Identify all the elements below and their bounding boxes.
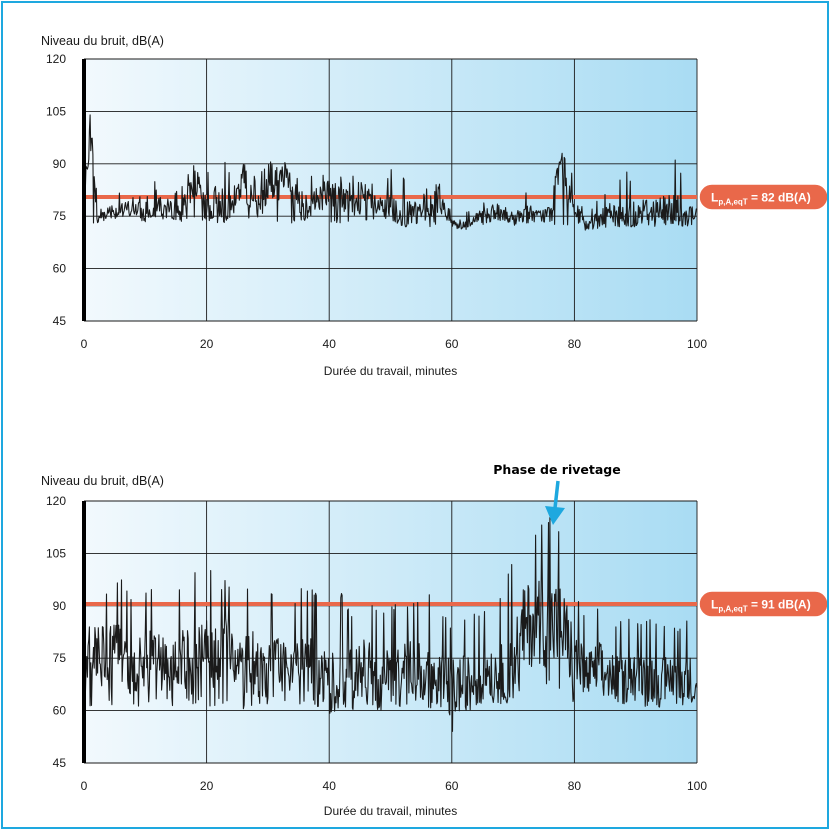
chart-2: 120 105 90 75 60 45 0 20 40 60 80 100 Niveau du brui… — [41, 462, 828, 818]
y-tick-label: 120 — [46, 52, 66, 66]
x-tick-label: 0 — [81, 337, 88, 351]
y-tick-label: 120 — [46, 494, 66, 508]
y-tick-label: 75 — [53, 209, 67, 223]
x-tick-label: 40 — [323, 337, 337, 351]
plot-background — [84, 501, 697, 763]
y-tick-label: 45 — [53, 756, 67, 770]
x-axis-label: Durée du travail, minutes — [324, 804, 457, 818]
leq-badge: Lp,A,eqT = 82 dB(A) — [699, 184, 828, 210]
leq-badge: Lp,A,eqT = 91 dB(A) — [699, 591, 828, 617]
annotation-riveting-phase: Phase de rivetage — [493, 462, 620, 477]
x-tick-label: 20 — [200, 337, 214, 351]
y-tick-label: 75 — [53, 651, 67, 665]
chart-1: 120 105 90 75 60 45 0 20 40 60 80 100 Niveau du brui… — [41, 34, 828, 378]
y-tick-label: 90 — [53, 157, 67, 171]
x-tick-label: 100 — [687, 337, 707, 351]
x-tick-label: 40 — [323, 779, 337, 793]
x-axis-label: Durée du travail, minutes — [324, 364, 457, 378]
x-tick-label: 80 — [568, 779, 582, 793]
y-axis-label: Niveau du bruit, dB(A) — [41, 34, 164, 48]
x-tick-label: 60 — [445, 779, 459, 793]
y-tick-label: 60 — [53, 262, 67, 276]
y-tick-label: 45 — [53, 314, 67, 328]
y-axis-label: Niveau du bruit, dB(A) — [41, 474, 164, 488]
x-tick-label: 100 — [687, 779, 707, 793]
noise-charts: 120 105 90 75 60 45 0 20 40 60 80 100 Niveau du brui… — [3, 3, 829, 829]
x-tick-label: 0 — [81, 779, 88, 793]
y-tick-label: 105 — [46, 104, 66, 118]
y-tick-label: 60 — [53, 704, 67, 718]
x-tick-label: 20 — [200, 779, 214, 793]
y-tick-label: 105 — [46, 546, 66, 560]
x-tick-label: 80 — [568, 337, 582, 351]
x-tick-label: 60 — [445, 337, 459, 351]
y-tick-label: 90 — [53, 599, 67, 613]
